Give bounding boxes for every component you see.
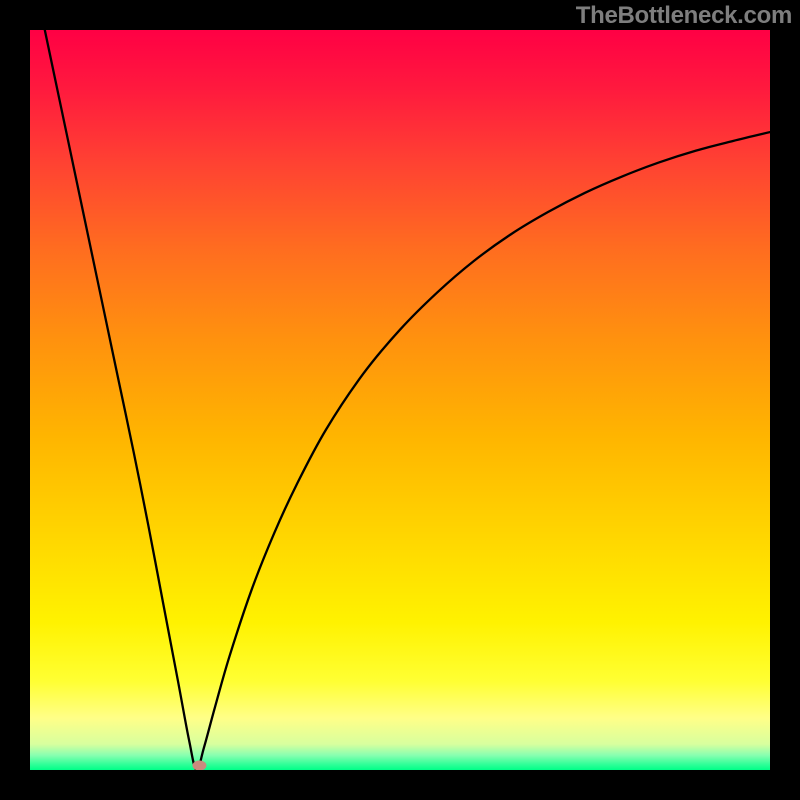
chart-container: { "watermark": { "text": "TheBottleneck.… [0, 0, 800, 800]
bottleneck-curve [45, 30, 770, 770]
watermark-text: TheBottleneck.com [576, 2, 792, 30]
plot-area [30, 30, 770, 770]
curve-layer [30, 30, 770, 770]
